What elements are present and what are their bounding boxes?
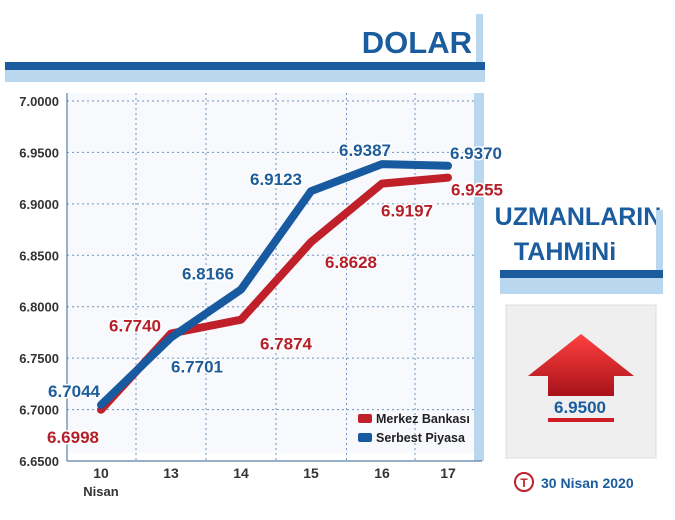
y-tick-label: 6.8500 (19, 248, 59, 263)
y-tick-label: 6.7000 (19, 403, 59, 418)
legend-swatch-merkez (358, 414, 372, 423)
x-tick-label: 16 (374, 465, 390, 481)
plot-area (67, 93, 480, 453)
plot-right-band (474, 93, 484, 461)
data-label-merkez: 6.9255 (451, 181, 503, 200)
source-logo-letter: T (520, 476, 528, 490)
header-accent (476, 14, 483, 62)
data-label-merkez: 6.8628 (325, 253, 377, 272)
y-tick-label: 6.7500 (19, 351, 59, 366)
x-tick-label: 14 (233, 465, 249, 481)
data-label-serbest: 6.9123 (250, 170, 302, 189)
x-tick-label: 13 (163, 465, 179, 481)
y-tick-label: 7.0000 (19, 94, 59, 109)
y-tick-label: 6.6500 (19, 454, 59, 469)
gridlines (67, 93, 474, 461)
data-labels: 6.6998 6.7740 6.7874 6.8628 6.9197 6.9255 6.70… (46, 140, 505, 449)
legend-swatch-serbest (358, 433, 372, 442)
x-tick-label: 17 (440, 465, 456, 481)
data-label-serbest: 6.9387 (339, 141, 391, 160)
legend-label-serbest: Serbest Piyasa (376, 431, 466, 445)
x-tick-labels: 10 13 14 15 16 17 (93, 465, 456, 481)
data-label-merkez: 6.7874 (260, 335, 313, 354)
y-tick-label: 6.9500 (19, 145, 59, 160)
y-tick-labels: 6.6500 6.7000 6.7500 6.8000 6.8500 6.9000 6.95… (19, 94, 59, 469)
x-tick-sublabel: Nisan (83, 484, 118, 499)
forecast-band (500, 278, 663, 294)
data-label-serbest: 6.9370 (450, 144, 502, 163)
forecast-date: 30 Nisan 2020 (541, 475, 634, 491)
legend-label-merkez: Merkez Bankası (376, 412, 470, 426)
data-label-serbest: 6.7701 (171, 357, 223, 376)
arrow-up-icon (528, 334, 634, 396)
forecast-value: 6.9500 (554, 398, 606, 417)
series-line-serbest (97, 160, 452, 409)
data-label-serbest: 6.7044 (48, 382, 101, 401)
series-lines (97, 160, 452, 414)
data-label-serbest: 6.8166 (182, 265, 234, 284)
data-label-merkez: 6.7740 (109, 316, 161, 335)
y-tick-label: 6.9000 (19, 197, 59, 212)
chart-title: DOLAR (362, 25, 472, 60)
data-label-merkez: 6.9197 (381, 202, 433, 221)
forecast-value-underline (548, 418, 614, 422)
forecast-title-accent (656, 210, 663, 270)
data-label-merkez: 6.6998 (47, 428, 99, 447)
source-logo-icon (514, 472, 534, 492)
x-tick-label: 10 (93, 465, 109, 481)
legend: Merkez Bankası Serbest Piyasa (358, 412, 470, 445)
header-band (5, 70, 485, 82)
forecast-title-line1: UZMANLARIN (495, 203, 662, 231)
y-tick-label: 6.8000 (19, 300, 59, 315)
forecast-title-line2: TAHMiNi (514, 238, 616, 266)
forecast-rule (500, 270, 663, 278)
x-tick-label: 15 (303, 465, 319, 481)
header-rule (5, 62, 485, 70)
